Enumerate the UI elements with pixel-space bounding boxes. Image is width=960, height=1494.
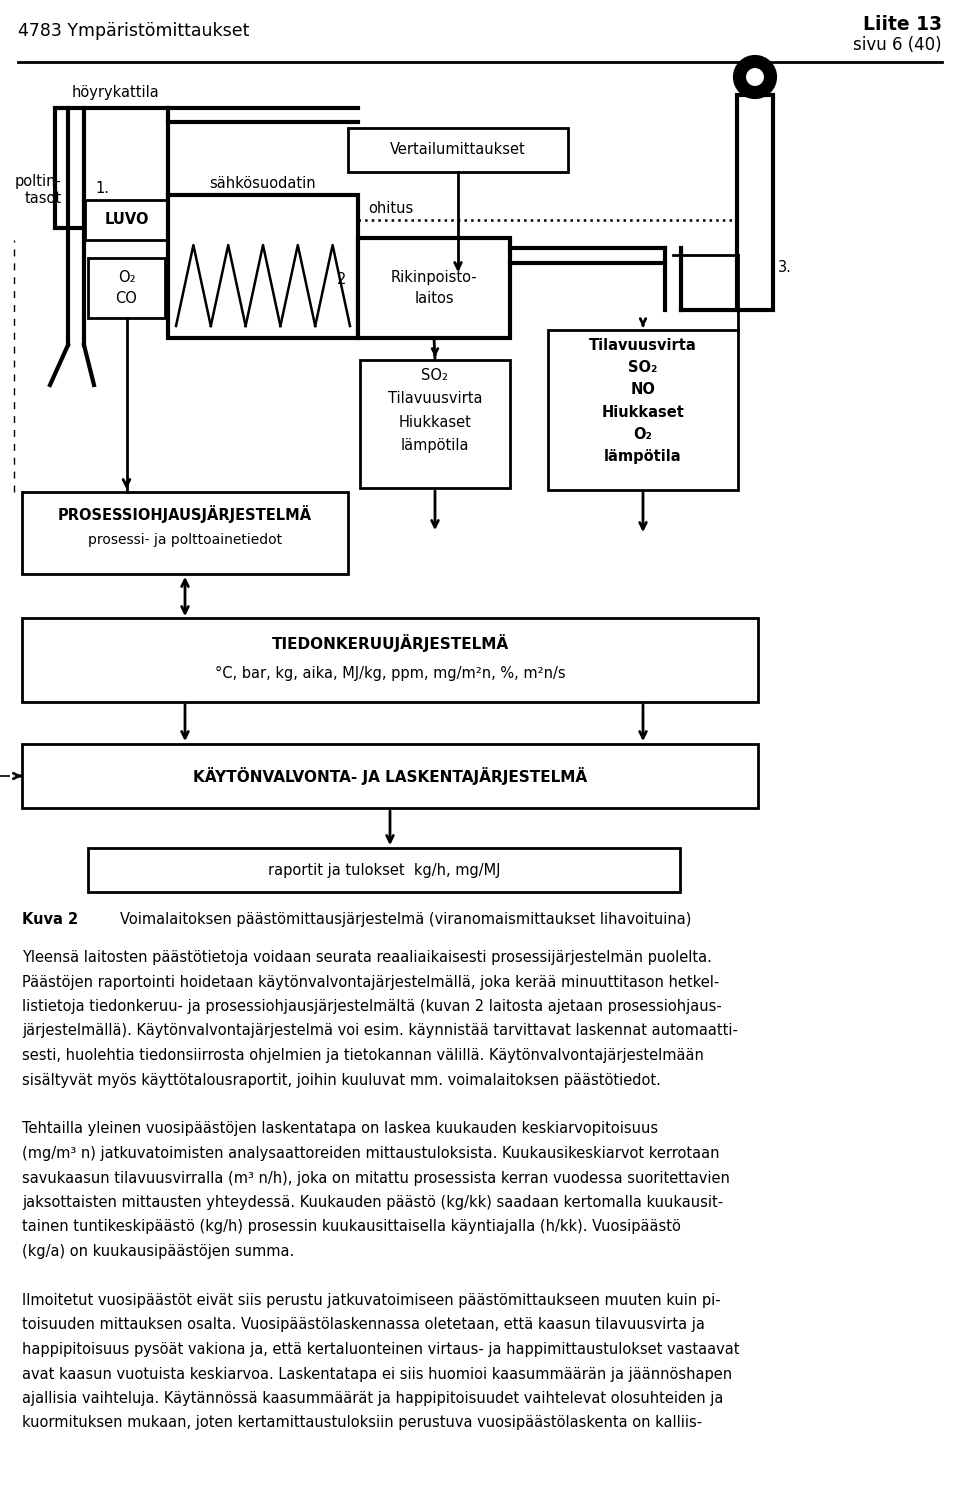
Text: toisuuden mittauksen osalta. Vuosipäästölaskennassa oletetaan, että kaasun tilav: toisuuden mittauksen osalta. Vuosipäästö… (22, 1318, 705, 1333)
Text: Päästöjen raportointi hoidetaan käytönvalvontajärjestelmällä, joka kerää minuutt: Päästöjen raportointi hoidetaan käytönva… (22, 974, 719, 989)
Text: 1.: 1. (95, 181, 109, 196)
Text: Voimalaitoksen päästömittausjärjestelmä (viranomaismittaukset lihavoituina): Voimalaitoksen päästömittausjärjestelmä … (120, 911, 691, 926)
Circle shape (735, 57, 775, 97)
Text: 2: 2 (337, 272, 346, 287)
Bar (85, 200, 168, 241)
Text: Tilavuusvirta
SO₂
NO
Hiukkaset
O₂
lämpötila: Tilavuusvirta SO₂ NO Hiukkaset O₂ lämpöt… (589, 338, 697, 465)
Text: sesti, huolehtia tiedonsiirrosta ohjelmien ja tietokannan välillä. Käytönvalvont: sesti, huolehtia tiedonsiirrosta ohjelmi… (22, 1047, 704, 1064)
Text: järjestelmällä). Käytönvalvontajärjestelmä voi esim. käynnistää tarvittavat lask: järjestelmällä). Käytönvalvontajärjestel… (22, 1023, 738, 1038)
Bar (22, 619, 758, 702)
Text: TIEDONKERUUJÄRJESTELMÄ: TIEDONKERUUJÄRJESTELMÄ (272, 633, 509, 651)
Text: tainen tuntikeskipäästö (kg/h) prosessin kuukausittaisella käyntiajalla (h/kk). : tainen tuntikeskipäästö (kg/h) prosessin… (22, 1219, 681, 1234)
Text: (mg/m³ n) jatkuvatoimisten analysaattoreiden mittaustuloksista. Kuukausikeskiarv: (mg/m³ n) jatkuvatoimisten analysaattore… (22, 1146, 719, 1161)
Bar (737, 96, 773, 309)
Text: höyrykattila: höyrykattila (72, 85, 159, 100)
Bar (55, 108, 168, 229)
Bar (88, 258, 165, 318)
Text: raportit ja tulokset  kg/h, mg/MJ: raportit ja tulokset kg/h, mg/MJ (268, 862, 500, 877)
Text: prosessi- ja polttoainetiedot: prosessi- ja polttoainetiedot (88, 533, 282, 547)
Circle shape (745, 67, 765, 87)
Text: PROSESSIOHJAUSJÄRJESTELMÄ: PROSESSIOHJAUSJÄRJESTELMÄ (58, 505, 312, 523)
Text: savukaasun tilavuusvirralla (m³ n/h), joka on mitattu prosessista kerran vuodess: savukaasun tilavuusvirralla (m³ n/h), jo… (22, 1170, 730, 1186)
Bar (358, 238, 510, 338)
Text: kuormituksen mukaan, joten kertamittaustuloksiin perustuva vuosipäästölaskenta o: kuormituksen mukaan, joten kertamittaust… (22, 1415, 702, 1430)
Text: O₂
CO: O₂ CO (115, 270, 137, 306)
Bar (88, 849, 680, 892)
Text: 4783 Ympäristömittaukset: 4783 Ympäristömittaukset (18, 22, 250, 40)
Text: Tehtailla yleinen vuosipäästöjen laskentatapa on laskea kuukauden keskiarvopitoi: Tehtailla yleinen vuosipäästöjen laskent… (22, 1122, 659, 1137)
Text: listietoja tiedonkeruu- ja prosessiohjausjärjestelmältä (kuvan 2 laitosta ajetaa: listietoja tiedonkeruu- ja prosessiohjau… (22, 999, 722, 1014)
Text: sivu 6 (40): sivu 6 (40) (853, 36, 942, 54)
Text: 3.: 3. (778, 260, 792, 275)
Text: happipitoisuus pysöät vakiona ja, että kertaluonteinen virtaus- ja happimittaust: happipitoisuus pysöät vakiona ja, että k… (22, 1342, 739, 1357)
Bar (22, 744, 758, 808)
Bar (548, 330, 738, 490)
Bar (168, 196, 358, 338)
Text: sisältyvät myös käyttötalousraportit, joihin kuuluvat mm. voimalaitoksen päästöt: sisältyvät myös käyttötalousraportit, jo… (22, 1073, 660, 1088)
Bar (22, 492, 348, 574)
Text: Kuva 2: Kuva 2 (22, 911, 78, 926)
Text: KÄYTÖNVALVONTA- JA LASKENTAJÄRJESTELMÄ: KÄYTÖNVALVONTA- JA LASKENTAJÄRJESTELMÄ (193, 766, 588, 784)
Text: Yleensä laitosten päästötietoja voidaan seurata reaaliaikaisesti prosessijärjest: Yleensä laitosten päästötietoja voidaan … (22, 950, 712, 965)
Text: °C, bar, kg, aika, MJ/kg, ppm, mg/m²n, %, m²n/s: °C, bar, kg, aika, MJ/kg, ppm, mg/m²n, %… (215, 665, 565, 680)
Text: (kg/a) on kuukausipäästöjen summa.: (kg/a) on kuukausipäästöjen summa. (22, 1245, 295, 1259)
Text: sähkösuodatin: sähkösuodatin (209, 176, 316, 191)
Text: Rikinpoisto-
laitos: Rikinpoisto- laitos (391, 270, 477, 306)
Bar (360, 360, 510, 489)
Text: poltin-
tasot: poltin- tasot (15, 173, 62, 206)
Text: avat kaasun vuotuista keskiarvoa. Laskentatapa ei siis huomioi kaasummäärän ja j: avat kaasun vuotuista keskiarvoa. Lasken… (22, 1367, 732, 1382)
Bar (348, 128, 568, 172)
Text: Vertailumittaukset: Vertailumittaukset (390, 142, 526, 157)
Text: ohitus: ohitus (368, 202, 413, 217)
Text: Liite 13: Liite 13 (863, 15, 942, 34)
Text: SO₂
Tilavuusvirta
Hiukkaset
lämpötila: SO₂ Tilavuusvirta Hiukkaset lämpötila (388, 368, 482, 453)
Text: Ilmoitetut vuosipäästöt eivät siis perustu jatkuvatoimiseen päästömittaukseen mu: Ilmoitetut vuosipäästöt eivät siis perus… (22, 1292, 721, 1309)
Text: jaksottaisten mittausten yhteydessä. Kuukauden päästö (kg/kk) saadaan kertomalla: jaksottaisten mittausten yhteydessä. Kuu… (22, 1195, 723, 1210)
Text: LUVO: LUVO (105, 212, 149, 227)
Text: ajallisia vaihteluja. Käytännössä kaasummäärät ja happipitoisuudet vaihtelevat o: ajallisia vaihteluja. Käytännössä kaasum… (22, 1391, 724, 1406)
